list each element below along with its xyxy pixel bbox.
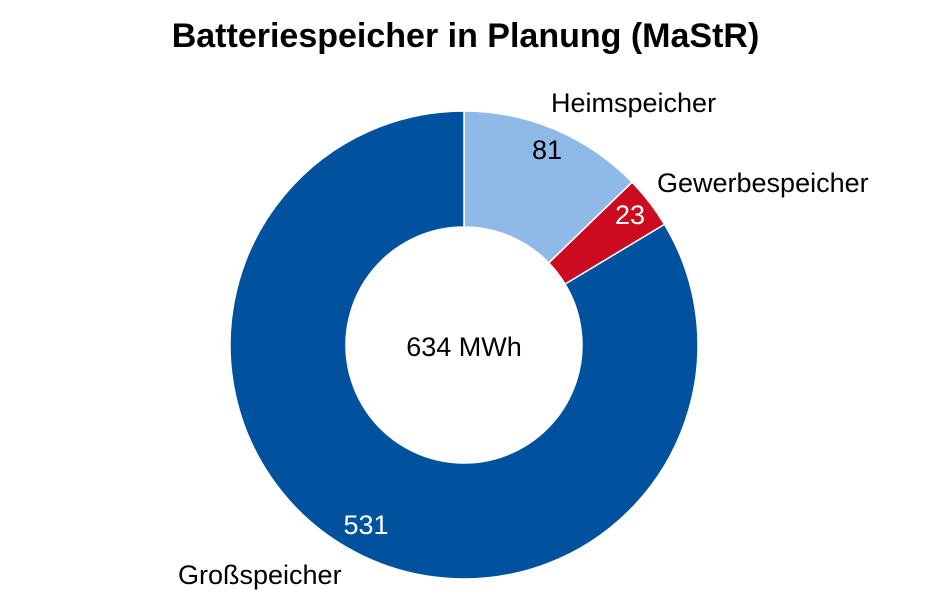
slice-category-label-3: Großspeicher	[178, 560, 342, 590]
chart-title: Batteriespeicher in Planung (MaStR)	[171, 17, 760, 55]
center-total-label: 634 MWh	[406, 332, 522, 362]
slice-value-label-2: 23	[615, 200, 645, 230]
slice-3	[229, 110, 699, 580]
slice-category-label-2: Gewerbespeicher	[657, 168, 869, 198]
slice-value-label-1: 81	[532, 135, 562, 165]
slice-category-label-1: Heimspeicher	[551, 88, 716, 118]
slice-value-label-3: 531	[343, 510, 388, 540]
